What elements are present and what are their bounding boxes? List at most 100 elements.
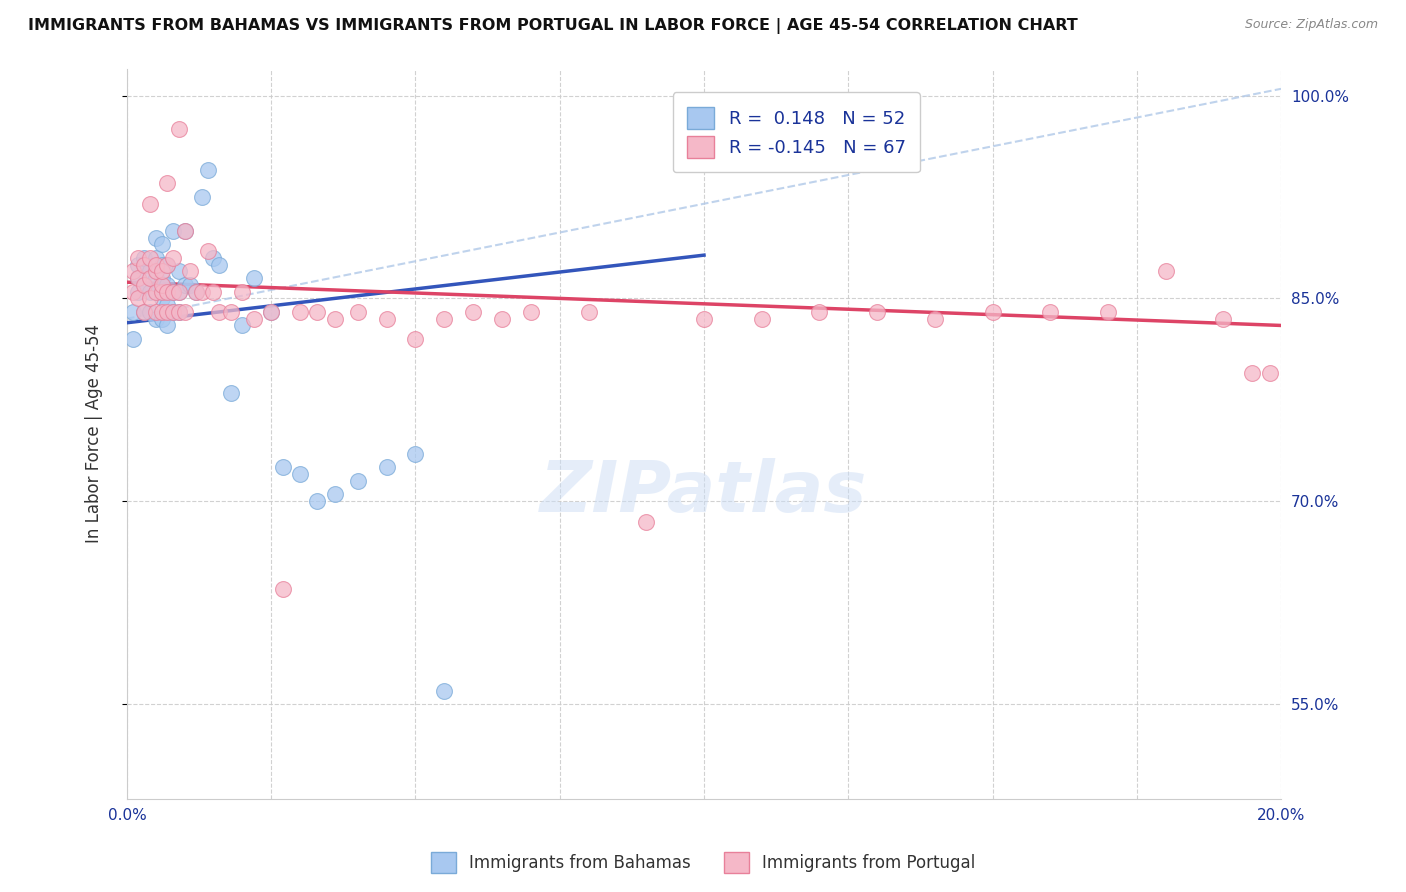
Point (139, 305, 162, 319)
Point (1039, 305, 1062, 319)
Point (121, 285, 143, 299)
Point (156, 277, 179, 292)
Point (307, 494, 329, 508)
Point (346, 474, 368, 488)
Point (145, 251, 167, 265)
Point (139, 271, 162, 285)
Point (134, 251, 156, 265)
Point (243, 311, 266, 326)
Point (179, 277, 201, 292)
Text: IMMIGRANTS FROM BAHAMAS VS IMMIGRANTS FROM PORTUGAL IN LABOR FORCE | AGE 45-54 C: IMMIGRANTS FROM BAHAMAS VS IMMIGRANTS FR… (28, 18, 1078, 34)
Point (433, 683, 456, 698)
Point (173, 305, 195, 319)
Point (924, 311, 946, 326)
Point (186, 285, 208, 299)
Point (150, 277, 173, 292)
Point (139, 285, 162, 299)
Point (145, 258, 167, 272)
Point (191, 285, 214, 299)
Point (173, 277, 195, 292)
Point (167, 285, 190, 299)
Point (271, 460, 294, 475)
Point (491, 311, 513, 326)
Point (636, 515, 658, 529)
Point (1241, 366, 1264, 380)
Point (162, 285, 184, 299)
Point (202, 251, 225, 265)
Legend: R =  0.148   N = 52, R = -0.145   N = 67: R = 0.148 N = 52, R = -0.145 N = 67 (672, 92, 920, 172)
Point (150, 271, 173, 285)
Point (173, 224, 195, 238)
Point (156, 305, 179, 319)
Point (162, 285, 184, 299)
Point (197, 244, 219, 258)
Legend: Immigrants from Bahamas, Immigrants from Portugal: Immigrants from Bahamas, Immigrants from… (423, 846, 983, 880)
Point (156, 318, 179, 333)
Text: ZIPatlas: ZIPatlas (540, 458, 868, 526)
Point (162, 305, 184, 319)
Point (162, 305, 184, 319)
Point (751, 311, 773, 326)
Point (134, 258, 156, 272)
Point (121, 264, 143, 278)
Point (288, 467, 311, 482)
Point (208, 305, 231, 319)
Point (145, 311, 167, 326)
Point (191, 190, 214, 204)
Point (167, 122, 190, 136)
Point (404, 447, 426, 461)
Point (981, 305, 1004, 319)
Point (134, 305, 156, 319)
Point (1154, 264, 1177, 278)
Point (150, 264, 173, 278)
Point (150, 237, 173, 252)
Point (139, 264, 162, 278)
Point (520, 305, 543, 319)
Point (167, 264, 190, 278)
Point (1258, 366, 1281, 380)
Point (134, 277, 156, 292)
Point (145, 305, 167, 319)
Point (162, 251, 184, 265)
Point (139, 251, 162, 265)
Point (288, 305, 311, 319)
Point (134, 305, 156, 319)
Point (127, 292, 149, 306)
Point (323, 311, 346, 326)
Point (145, 264, 167, 278)
Point (346, 305, 368, 319)
Point (145, 230, 167, 244)
Point (127, 271, 149, 285)
Point (463, 305, 485, 319)
Point (127, 258, 149, 272)
Point (127, 271, 149, 285)
Point (121, 332, 143, 346)
Point (167, 285, 190, 299)
Point (173, 224, 195, 238)
Point (156, 285, 179, 299)
Point (150, 305, 173, 319)
Point (156, 258, 179, 272)
Point (156, 258, 179, 272)
Point (162, 224, 184, 238)
Point (578, 305, 600, 319)
Point (127, 285, 149, 299)
Point (139, 196, 162, 211)
Point (433, 311, 456, 326)
Point (271, 582, 294, 596)
Point (139, 292, 162, 306)
Text: Source: ZipAtlas.com: Source: ZipAtlas.com (1244, 18, 1378, 31)
Point (127, 251, 149, 265)
Point (156, 177, 179, 191)
Point (202, 285, 225, 299)
Point (866, 305, 889, 319)
Point (197, 163, 219, 178)
Point (145, 285, 167, 299)
Point (150, 292, 173, 306)
Point (145, 285, 167, 299)
Point (219, 386, 242, 401)
Point (307, 305, 329, 319)
Point (121, 305, 143, 319)
Point (219, 305, 242, 319)
Point (208, 258, 231, 272)
